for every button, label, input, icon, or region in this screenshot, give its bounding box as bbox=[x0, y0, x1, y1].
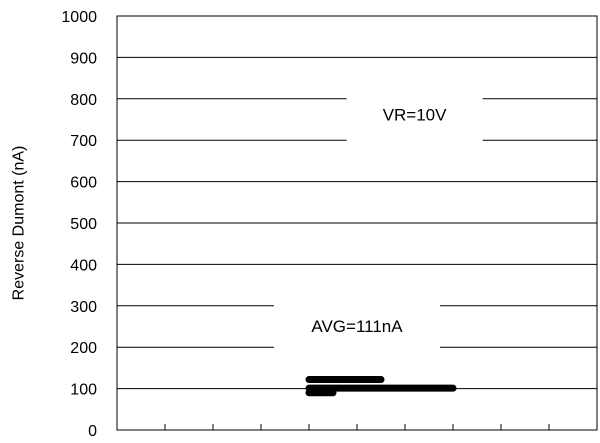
y-axis-ticks: 0 100 200 300 400 500 600 700 800 900 1000 bbox=[61, 9, 97, 440]
y-tick-label: 900 bbox=[70, 50, 97, 67]
y-tick-label: 0 bbox=[88, 423, 97, 440]
x-axis-ticks bbox=[164, 424, 550, 430]
y-tick-label: 200 bbox=[70, 340, 97, 357]
annotation-avg: AVG=111nA bbox=[311, 317, 403, 336]
y-axis-title: Reverse Dumont (nA) bbox=[11, 146, 28, 301]
y-tick-label: 700 bbox=[70, 133, 97, 150]
y-tick-label: 300 bbox=[70, 299, 97, 316]
annotation-background bbox=[274, 291, 440, 362]
y-tick-label: 500 bbox=[70, 216, 97, 233]
data-series bbox=[305, 375, 457, 397]
y-tick-label: 100 bbox=[70, 382, 97, 399]
annotation-vr: VR=10V bbox=[383, 106, 447, 125]
y-tick-label: 1000 bbox=[61, 9, 97, 26]
y-tick-label: 800 bbox=[70, 92, 97, 109]
annotation-background bbox=[346, 79, 483, 150]
y-tick-label: 400 bbox=[70, 257, 97, 274]
y-tick-label: 600 bbox=[70, 175, 97, 192]
grid-lines bbox=[117, 56, 597, 390]
annotations: VR=10V AVG=111nA bbox=[274, 79, 483, 362]
